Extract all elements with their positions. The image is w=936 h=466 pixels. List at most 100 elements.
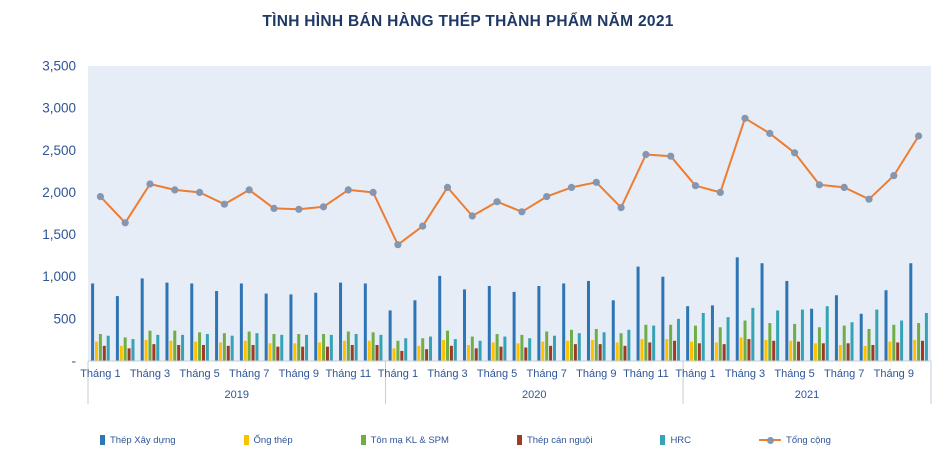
total-line-marker	[394, 241, 402, 249]
bar	[379, 334, 383, 361]
x-axis-month-label: Tháng 9	[279, 368, 319, 380]
sales-chart-svg: - 500 1,000 1,500 2,000 2,500 3,000 3,500 Tháng …	[42, 59, 932, 404]
bar	[371, 332, 375, 361]
y-axis-tick-label: 2,000	[42, 185, 76, 200]
bar	[425, 349, 429, 361]
total-line-marker	[543, 193, 551, 201]
bar	[95, 341, 98, 361]
bar	[474, 348, 478, 361]
x-axis-month-label: Tháng 9	[874, 368, 914, 380]
bar	[392, 348, 396, 361]
bar	[846, 343, 850, 361]
legend-item-1: Ống thép	[243, 435, 293, 446]
legend-swatch	[100, 435, 105, 445]
bar	[148, 330, 152, 361]
bar	[181, 334, 185, 361]
x-axis-month-label: Tháng 7	[824, 368, 864, 380]
bar	[652, 325, 656, 361]
bar	[888, 341, 892, 361]
bar	[900, 320, 904, 361]
total-line-marker	[319, 203, 328, 211]
bar	[156, 334, 160, 361]
bar	[503, 336, 507, 361]
bar	[867, 328, 871, 361]
bar	[810, 308, 814, 361]
legend-line-swatch	[759, 435, 782, 446]
bar	[346, 331, 350, 361]
bar	[314, 292, 318, 361]
bar	[697, 343, 701, 361]
bar	[466, 344, 470, 361]
bar	[838, 344, 842, 361]
bar	[251, 344, 255, 361]
total-line-marker	[443, 183, 452, 191]
total-line-marker	[369, 188, 377, 196]
bar	[917, 323, 921, 361]
bar	[98, 334, 102, 361]
bar	[875, 309, 879, 361]
bar	[325, 346, 329, 361]
bar	[226, 345, 230, 361]
y-axis-tick-label: 3,000	[42, 101, 76, 116]
bar	[909, 263, 913, 361]
bar	[190, 283, 194, 361]
bar	[726, 317, 730, 361]
bar	[396, 340, 400, 361]
bar	[718, 327, 722, 361]
bar	[247, 331, 251, 361]
bar	[690, 341, 694, 361]
bar	[429, 336, 433, 361]
bar	[446, 330, 450, 361]
bar	[673, 340, 677, 361]
bar	[169, 340, 173, 361]
bar	[367, 340, 371, 361]
bar	[611, 300, 615, 361]
x-axis-month-label: Tháng 5	[774, 368, 814, 380]
bar	[230, 335, 234, 361]
bar	[293, 343, 297, 361]
bar	[131, 339, 135, 361]
total-line-marker	[642, 150, 650, 159]
bar	[528, 338, 532, 361]
bar	[198, 332, 202, 361]
bar	[205, 334, 209, 361]
bar	[768, 323, 772, 361]
bar	[776, 310, 780, 361]
bar	[821, 343, 825, 361]
total-line-marker	[716, 188, 724, 196]
bar	[417, 345, 421, 361]
bar	[342, 340, 346, 361]
bar	[743, 320, 747, 361]
legend-item-2: Tôn mạ KL & SPM	[360, 434, 449, 446]
x-axis-month-label: Tháng 11	[623, 368, 669, 380]
bar	[921, 340, 924, 361]
bar	[772, 340, 776, 361]
bar	[215, 291, 219, 361]
bar	[339, 282, 343, 361]
legend-swatch	[243, 435, 249, 445]
x-axis-month-label: Tháng 3	[130, 368, 170, 380]
bar	[91, 283, 95, 361]
y-axis-tick-label: 3,500	[42, 59, 76, 74]
total-line-marker	[196, 188, 204, 196]
bar	[404, 338, 408, 361]
total-line-marker	[419, 222, 427, 230]
legend-label: Tôn mạ KL & SPM	[370, 434, 449, 446]
total-line-marker	[220, 200, 228, 208]
bar	[388, 310, 392, 361]
bar	[693, 325, 697, 361]
total-line-marker	[295, 205, 303, 213]
legend-line-dot	[766, 436, 774, 444]
bar	[661, 276, 665, 361]
bar	[573, 344, 577, 361]
total-line-marker	[270, 204, 278, 212]
bar	[760, 263, 764, 361]
bar	[520, 334, 524, 361]
bar	[665, 339, 669, 361]
bar	[354, 334, 358, 361]
bar	[636, 266, 640, 361]
bar	[834, 295, 838, 361]
bar	[871, 344, 875, 361]
total-line-marker	[146, 180, 154, 188]
total-line-marker	[667, 152, 675, 160]
